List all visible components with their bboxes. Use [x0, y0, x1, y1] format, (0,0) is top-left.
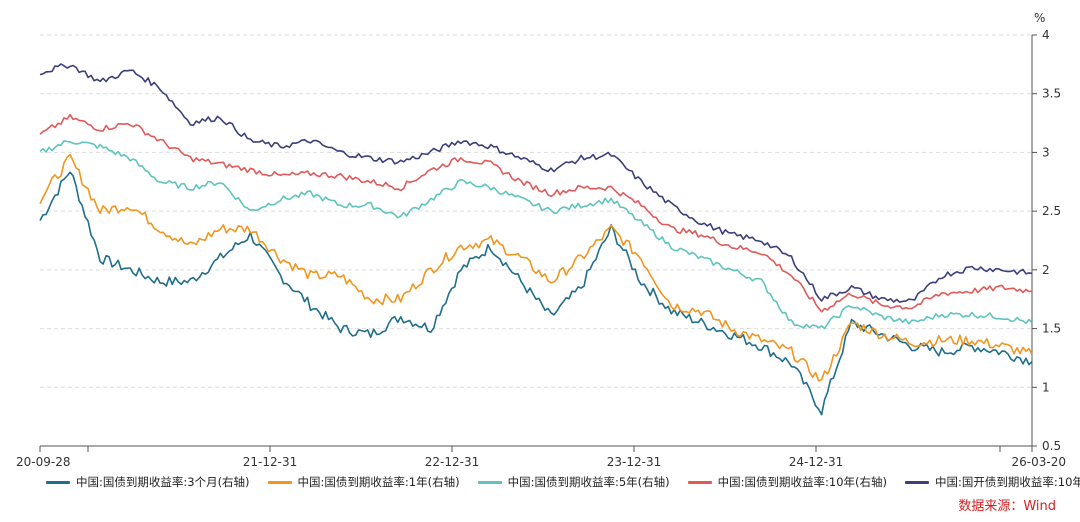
legend-label: 中国:国债到期收益率:10年(右轴): [717, 475, 887, 489]
y-tick-label: 2.5: [1042, 204, 1061, 218]
series-line-2: [39, 140, 1033, 330]
series-line-0: [39, 171, 1033, 416]
legend-item: 中国:国债到期收益率:5年(右轴): [477, 474, 670, 490]
grid-lines: [40, 34, 1032, 388]
source-note: 数据来源：Wind: [958, 499, 1056, 514]
x-tick-label: 22-12-31: [425, 455, 479, 469]
legend-swatch: [905, 480, 929, 484]
legend-label: 中国:国开债到期收益率:10年(右轴): [935, 475, 1080, 489]
legend-item: 中国:国债到期收益率:10年(右轴): [687, 474, 887, 490]
x-tick-label: 26-03-20: [1012, 455, 1066, 469]
legend-label: 中国:国债到期收益率:5年(右轴): [507, 475, 670, 489]
y-tick-label: 3: [1042, 145, 1050, 159]
x-tick-label: 23-12-31: [607, 455, 661, 469]
y-tick-label: 3.5: [1042, 87, 1061, 101]
legend-swatch: [477, 480, 502, 484]
series-line-3: [39, 113, 1033, 313]
legend-swatch: [267, 480, 292, 484]
series-line-4: [39, 63, 1033, 303]
legend-item: 中国:国开债到期收益率:10年(右轴): [905, 474, 1080, 490]
y-axis-unit-label: %: [1034, 11, 1045, 25]
x-tick-label: 21-12-31: [243, 455, 297, 469]
y-tick-label: 2: [1042, 263, 1050, 277]
legend: 中国:国债到期收益率:3个月(右轴) 中国:国债到期收益率:1年(右轴) 中国:国债…: [46, 474, 1080, 490]
legend-label: 中国:国债到期收益率:1年(右轴): [297, 475, 460, 489]
x-tick-label: 20-09-28: [16, 455, 70, 469]
y-axis-ticks: 0.5 1 1.5 2 2.5 3 3.5 4: [1032, 28, 1061, 453]
y-tick-label: 0.5: [1042, 439, 1061, 453]
legend-item: 中国:国债到期收益率:1年(右轴): [267, 474, 460, 490]
y-tick-label: 1: [1042, 380, 1050, 394]
legend-item: 中国:国债到期收益率:3个月(右轴): [46, 474, 250, 490]
legend-swatch: [46, 480, 70, 484]
x-tick-label: 24-12-31: [789, 455, 843, 469]
y-tick-label: 4: [1042, 28, 1050, 42]
x-axis-ticks: 20-09-28 21-12-31 22-12-31 23-12-31 24-12-31…: [16, 446, 1066, 469]
series-lines: [39, 63, 1033, 416]
legend-label: 中国:国债到期收益率:3个月(右轴): [76, 475, 250, 489]
series-line-1: [39, 153, 1033, 382]
y-tick-label: 1.5: [1042, 322, 1061, 336]
legend-swatch: [687, 480, 712, 484]
